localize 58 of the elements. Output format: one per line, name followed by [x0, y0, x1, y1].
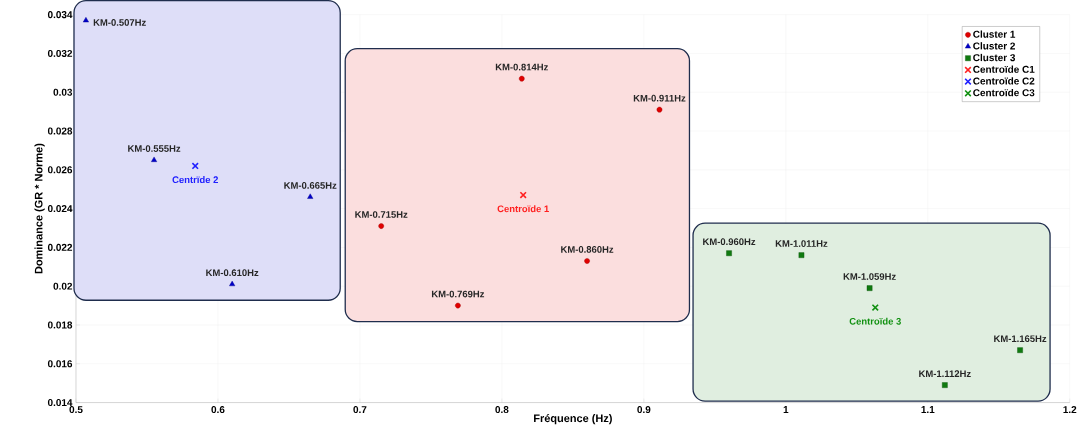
y-tick-label: 0.034 [47, 11, 73, 19]
data-label: KM-1.059Hz [843, 273, 896, 281]
point [518, 76, 525, 82]
legend-label: Centroïde C2 [973, 77, 1035, 85]
data-label: Centroïde 1 [497, 205, 549, 213]
point [229, 281, 236, 287]
x-tick-label: 0.5 [69, 406, 83, 414]
data-label: Centrïde 2 [172, 176, 218, 184]
y-tick-label: 0.02 [53, 282, 73, 290]
point [151, 156, 158, 163]
point [866, 285, 873, 292]
point [942, 382, 948, 389]
x-tick-label: 1.1 [921, 406, 935, 414]
y-tick-label: 0.028 [47, 127, 73, 135]
point [656, 107, 663, 113]
y-tick-label: 0.022 [47, 244, 73, 252]
x-tick-label: 1.2 [1063, 406, 1077, 414]
data-label: KM-0.665Hz [284, 182, 337, 189]
y-tick-label: 0.018 [47, 321, 73, 329]
x-tick-label: 0.7 [353, 406, 367, 414]
legend-label: Centroïde C1 [973, 65, 1035, 74]
y-tick-label: 0.032 [47, 50, 73, 58]
y-tick-label: 0.026 [47, 166, 73, 174]
point [455, 303, 461, 309]
point [378, 223, 385, 230]
point [307, 193, 314, 199]
data-label: Centroïde 3 [849, 317, 901, 325]
y-tick-label: 0.014 [47, 399, 73, 407]
data-label: KM-1.165Hz [994, 335, 1047, 343]
point [726, 250, 732, 257]
data-label: KM-0.860Hz [561, 246, 614, 253]
y-tick-label: 0.03 [53, 88, 73, 96]
point [798, 252, 805, 259]
x-tick-label: 0.8 [495, 406, 509, 414]
data-label: KM-0.769Hz [431, 290, 485, 298]
legend-label: Cluster 3 [973, 54, 1016, 62]
x-axis-title: Fréquence (Hz) [534, 414, 612, 425]
point [82, 17, 89, 23]
data-label: KM-0.911Hz [633, 95, 686, 102]
y-axis-title: Dominance (GR * Norme) [34, 143, 45, 274]
data-label: KM-0.715Hz [355, 211, 408, 219]
x-tick-label: 1 [783, 406, 789, 414]
data-label: KM-0.610Hz [206, 269, 259, 277]
legend-label: Centroïde C3 [973, 89, 1035, 97]
point [1017, 347, 1023, 354]
legend-label: Cluster 1 [973, 30, 1016, 38]
point [584, 258, 590, 264]
data-label: KM-0.555Hz [128, 145, 181, 153]
legend-label: Cluster 2 [973, 42, 1015, 50]
data-label: KM-0.960Hz [703, 238, 756, 246]
x-tick-label: 0.6 [211, 406, 225, 414]
data-label: KM-1.112Hz [919, 370, 971, 378]
y-tick-label: 0.024 [47, 205, 73, 213]
y-tick-label: 0.016 [47, 360, 73, 368]
data-label: KM-0.507Hz [93, 19, 146, 27]
data-label: KM-1.011Hz [775, 240, 828, 248]
data-label: KM-0.814Hz [495, 63, 548, 71]
x-tick-label: 0.9 [637, 406, 651, 414]
